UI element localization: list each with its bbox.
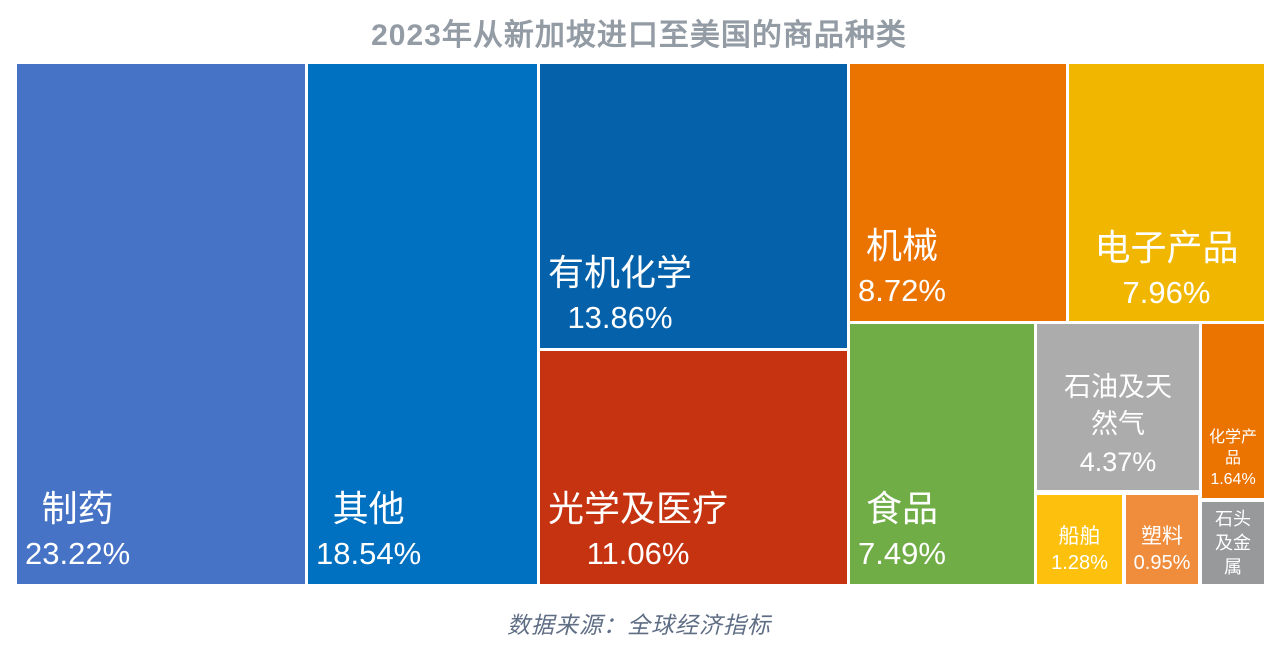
- tile-label: 有机化学 13.86%: [548, 249, 692, 338]
- tile-category-name: 其他: [332, 488, 405, 530]
- tile-plastics: 塑料 0.95%: [1126, 495, 1198, 584]
- tile-value: 13.86%: [567, 299, 673, 335]
- tile-value: 8.72%: [858, 272, 946, 308]
- tile-value: 0.95%: [1133, 552, 1191, 574]
- tile-category-name: 船舶: [1058, 524, 1101, 548]
- tile-category-name: 制药: [41, 488, 114, 530]
- tile-value: 4.37%: [1079, 447, 1157, 478]
- tile-value: 23.22%: [25, 535, 131, 571]
- tile-value: 1.28%: [1051, 552, 1108, 574]
- chart-title: 2023年从新加坡进口至美国的商品种类: [371, 19, 907, 52]
- tile-value: 1.64%: [1210, 470, 1256, 488]
- tile-stones-and-metals: 石头及金属: [1202, 502, 1264, 584]
- tile-label: 机械 8.72%: [858, 222, 946, 311]
- tile-value: 18.54%: [316, 535, 422, 571]
- tile-label: 塑料 0.95%: [1126, 523, 1198, 576]
- tile-category-name: 食品: [865, 488, 938, 530]
- tile-value: 7.96%: [1122, 274, 1211, 310]
- tile-label: 其他 18.54%: [316, 485, 421, 574]
- tile-oil-and-gas: 石油及天然气 4.37%: [1037, 324, 1199, 490]
- tile-food: 食品 7.49%: [850, 324, 1034, 584]
- tile-value: 7.49%: [858, 535, 946, 571]
- tile-category-name: 机械: [865, 225, 938, 267]
- tile-value: 11.06%: [586, 535, 690, 571]
- tile-category-name: 光学及医疗: [548, 488, 729, 530]
- tile-label: 石头及金属: [1202, 507, 1264, 580]
- tile-label: 船舶 1.28%: [1037, 523, 1122, 576]
- tile-pharmaceuticals: 制药 23.22%: [17, 64, 305, 584]
- tile-label: 光学及医疗 11.06%: [548, 485, 728, 574]
- tile-machinery: 机械 8.72%: [850, 64, 1066, 321]
- tile-optical-medical: 光学及医疗 11.06%: [540, 351, 847, 584]
- tile-label: 制药 23.22%: [25, 485, 130, 574]
- tile-chemical-products: 化学产品 1.64%: [1202, 324, 1264, 498]
- tile-organic-chemicals: 有机化学 13.86%: [540, 64, 847, 348]
- tile-label: 化学产品 1.64%: [1202, 427, 1264, 490]
- tile-label: 电子产品 7.96%: [1069, 224, 1264, 313]
- tile-category-name: 电子产品: [1094, 227, 1239, 269]
- tile-category-name: 石头及金属: [1215, 508, 1251, 578]
- tile-category-name: 塑料: [1141, 524, 1183, 548]
- tile-label: 食品 7.49%: [858, 485, 946, 574]
- tile-ships: 船舶 1.28%: [1037, 495, 1122, 584]
- tile-label: 石油及天然气 4.37%: [1037, 369, 1199, 482]
- tile-category-name: 有机化学: [548, 252, 693, 294]
- tile-category-name: 化学产品: [1208, 428, 1257, 467]
- tile-electronics: 电子产品 7.96%: [1069, 64, 1264, 321]
- data-source-caption: 数据来源：全球经济指标: [507, 612, 771, 638]
- tile-category-name: 石油及天然气: [1064, 371, 1172, 440]
- tile-others: 其他 18.54%: [308, 64, 537, 584]
